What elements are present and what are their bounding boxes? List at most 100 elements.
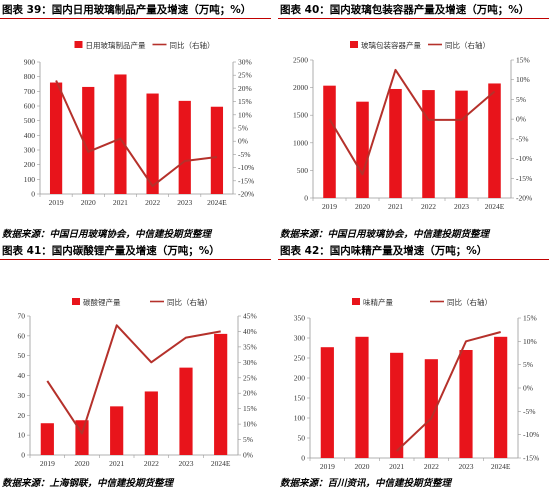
y-tick-left: 0 (301, 454, 305, 463)
x-tick-label: 2019 (322, 202, 337, 211)
y-tick-left: 500 (297, 166, 309, 175)
legend-swatch-bar (350, 41, 358, 48)
x-tick-label: 2023 (179, 459, 194, 468)
bar (356, 101, 369, 198)
bar (114, 74, 127, 194)
x-tick-label: 2019 (320, 462, 335, 471)
y-tick-left: 700 (24, 87, 36, 96)
y-tick-right: -5% (516, 134, 529, 143)
line-series (46, 324, 221, 435)
chart-panel-41: 图表 41：国内碳酸锂产量及增速（万吨；%） 0 10 20 30 40 50 60 70 0%… (0, 242, 271, 490)
y-tick-left: 1000 (293, 138, 308, 147)
y-tick-left: 2000 (293, 83, 308, 92)
chart-source: 数据来源：百川资讯，中信建投期货整理 (280, 478, 452, 489)
x-tick-label: 2021 (109, 459, 124, 468)
bar (459, 350, 473, 458)
y-tick-left: 2500 (293, 56, 308, 65)
chart-39: 0 100 200 300 400 500 600 700 800 900 -20% -15% -10%… (24, 40, 255, 207)
x-tick-label: 2023 (177, 198, 192, 207)
y-tick-left: 200 (294, 374, 306, 383)
bar (323, 85, 336, 198)
y-tick-left: 70 (18, 312, 26, 321)
chart-title: 图表 39：国内日用玻璃制品产量及增速（万吨；%） (2, 4, 252, 16)
y-tick-right: 10% (238, 110, 252, 119)
legend-swatch-bar (74, 41, 83, 48)
chart-panel-42: 图表 42：国内味精产量及增速（万吨；%） 0 50 100 150 200 250 300… (278, 242, 549, 490)
chart-source: 数据来源：上海钢联，中信建投期货整理 (2, 478, 174, 489)
x-tick-label: 2020 (81, 198, 96, 207)
y-tick-right: 30% (238, 58, 252, 67)
y-tick-right: 10% (523, 337, 537, 346)
x-tick-label: 2021 (388, 202, 403, 211)
bar (389, 88, 402, 198)
bar (422, 90, 435, 198)
y-tick-right: 25% (243, 373, 257, 382)
y-tick-right: -15% (238, 176, 254, 185)
bar (320, 347, 334, 458)
y-tick-right: 20% (238, 84, 252, 93)
bar (455, 90, 468, 198)
bar (110, 406, 124, 455)
bar (214, 333, 228, 455)
title-divider (278, 259, 549, 260)
legend-label-line: 同比（右轴） (170, 40, 215, 50)
y-tick-right: 25% (238, 71, 252, 80)
x-tick-label: 2022 (145, 198, 160, 207)
y-tick-left: 900 (24, 58, 36, 67)
y-tick-right: 20% (243, 389, 257, 398)
y-tick-right: 0% (523, 384, 533, 393)
y-tick-right: 10% (516, 75, 530, 84)
y-tick-right: -20% (516, 194, 532, 203)
x-tick-label: 2019 (40, 459, 55, 468)
x-tick-label: 2019 (49, 198, 64, 207)
legend-label-line: 同比（右轴） (447, 297, 492, 307)
x-tick-label: 2021 (113, 198, 128, 207)
bar (49, 82, 63, 194)
y-tick-left: 100 (24, 175, 36, 184)
y-tick-right: 15% (238, 97, 252, 106)
legend-swatch-bar (352, 298, 360, 305)
chart-42: 0 50 100 150 200 250 300 350 -15% -10% -5% 0% 5% 10% 1… (294, 297, 540, 471)
chart-title: 图表 41：国内碳酸锂产量及增速（万吨；%） (2, 245, 220, 257)
x-tick-label: 2024E (207, 198, 227, 207)
x-tick-label: 2024E (211, 459, 231, 468)
y-tick-right: 35% (243, 342, 257, 351)
chart-source: 数据来源：中国日用玻璃协会，中信建投期货整理 (280, 229, 490, 240)
y-tick-right: 45% (243, 312, 257, 321)
bar (424, 359, 438, 458)
x-tick-label: 2024E (491, 462, 511, 471)
x-tick-label: 2022 (144, 459, 159, 468)
legend-label-bar: 日用玻璃制品产量 (86, 40, 146, 50)
y-tick-left: 1500 (293, 111, 308, 120)
y-tick-right: -10% (516, 154, 532, 163)
y-tick-right: -15% (523, 454, 539, 463)
legend-label-bar: 玻璃包装容器产量 (361, 40, 421, 50)
x-tick-label: 2023 (454, 202, 469, 211)
bar (178, 100, 191, 194)
bar (82, 86, 95, 194)
title-divider (0, 259, 271, 260)
y-tick-right: -5% (238, 150, 251, 159)
y-tick-left: 300 (24, 146, 36, 155)
y-tick-left: 600 (24, 102, 36, 111)
line-series (55, 80, 218, 188)
y-tick-right: -5% (523, 407, 536, 416)
chart-panel-39: 图表 39：国内日用玻璃制品产量及增速（万吨；%） 0 100 200 300 400 5… (0, 0, 271, 248)
title-divider (0, 18, 271, 19)
title-divider (278, 18, 549, 19)
y-tick-right: -10% (238, 163, 254, 172)
bar (494, 336, 508, 458)
y-tick-left: 50 (298, 434, 306, 443)
y-tick-right: -20% (238, 190, 254, 199)
chart-source: 数据来源：中国日用玻璃协会，中信建投期货整理 (2, 229, 212, 240)
line-series (328, 68, 496, 176)
bar (355, 336, 369, 458)
y-tick-right: 5% (523, 360, 533, 369)
bar (144, 391, 158, 455)
bar (146, 93, 159, 194)
legend-label-line: 同比（右轴） (167, 297, 212, 307)
y-tick-left: 0 (304, 194, 308, 203)
bar (488, 83, 501, 198)
x-tick-label: 2022 (421, 202, 436, 211)
y-tick-left: 250 (294, 354, 306, 363)
